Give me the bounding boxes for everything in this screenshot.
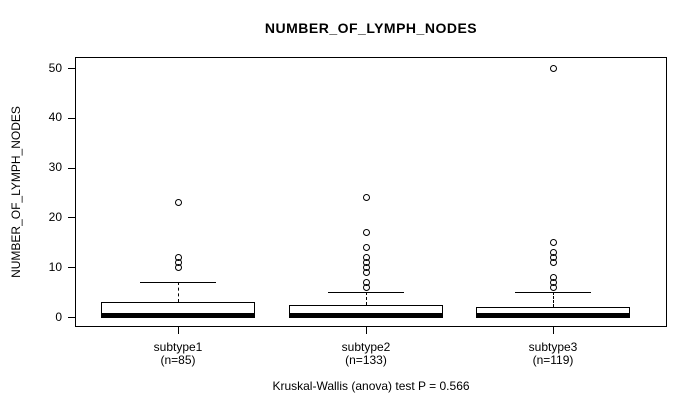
upper-whisker-line: [366, 292, 367, 305]
y-axis-tick: [68, 167, 75, 169]
upper-whisker-line: [553, 292, 554, 308]
x-axis-tick: [178, 327, 179, 334]
outlier-point: [174, 198, 182, 206]
outlier-point: [549, 64, 557, 72]
y-axis-tick: [68, 117, 75, 119]
outlier-point: [362, 278, 370, 286]
y-axis-tick-label: 10: [48, 259, 62, 274]
y-axis-tick-label: 0: [55, 309, 62, 324]
outlier-point: [362, 253, 370, 261]
median-line: [289, 313, 443, 318]
upper-whisker-cap: [515, 292, 591, 294]
outlier-point: [549, 238, 557, 246]
chart-title: NUMBER_OF_LYMPH_NODES: [264, 20, 478, 36]
group-name: subtype3: [528, 340, 578, 354]
x-axis-group-label: subtype3 (n=119): [483, 341, 623, 367]
outlier-point: [549, 248, 557, 256]
x-axis-tick: [366, 327, 367, 334]
y-axis-tick-label: 20: [48, 209, 62, 224]
group-n-count: (n=133): [345, 353, 387, 367]
group-n-count: (n=119): [532, 353, 574, 367]
outlier-point: [174, 253, 182, 261]
outlier-point: [549, 273, 557, 281]
median-line: [476, 313, 630, 318]
y-axis-tick-label: 50: [48, 60, 62, 75]
upper-whisker-line: [178, 282, 179, 303]
outlier-point: [362, 243, 370, 251]
x-axis-group-label: subtype2 (n=133): [296, 341, 436, 367]
y-axis-title: NUMBER_OF_LYMPH_NODES: [9, 106, 23, 278]
y-axis-tick: [68, 267, 75, 269]
upper-whisker-cap: [328, 292, 404, 294]
y-axis-tick-label: 30: [48, 160, 62, 175]
upper-whisker-cap: [140, 282, 216, 284]
x-axis-tick: [553, 327, 554, 334]
x-axis-group-label: subtype1 (n=85): [108, 341, 248, 367]
outlier-point: [362, 193, 370, 201]
y-axis-tick: [68, 68, 75, 69]
group-n-count: (n=85): [160, 353, 196, 367]
group-name: subtype1: [153, 340, 203, 354]
outlier-point: [362, 228, 370, 236]
y-axis-tick-label: 40: [48, 110, 62, 125]
y-axis-tick: [68, 317, 75, 318]
median-line: [101, 313, 255, 318]
plot-area-border: [75, 57, 667, 327]
y-axis-tick: [68, 217, 75, 219]
kruskal-wallis-text: Kruskal-Wallis (anova) test P = 0.566: [272, 379, 470, 393]
group-name: subtype2: [341, 340, 391, 354]
